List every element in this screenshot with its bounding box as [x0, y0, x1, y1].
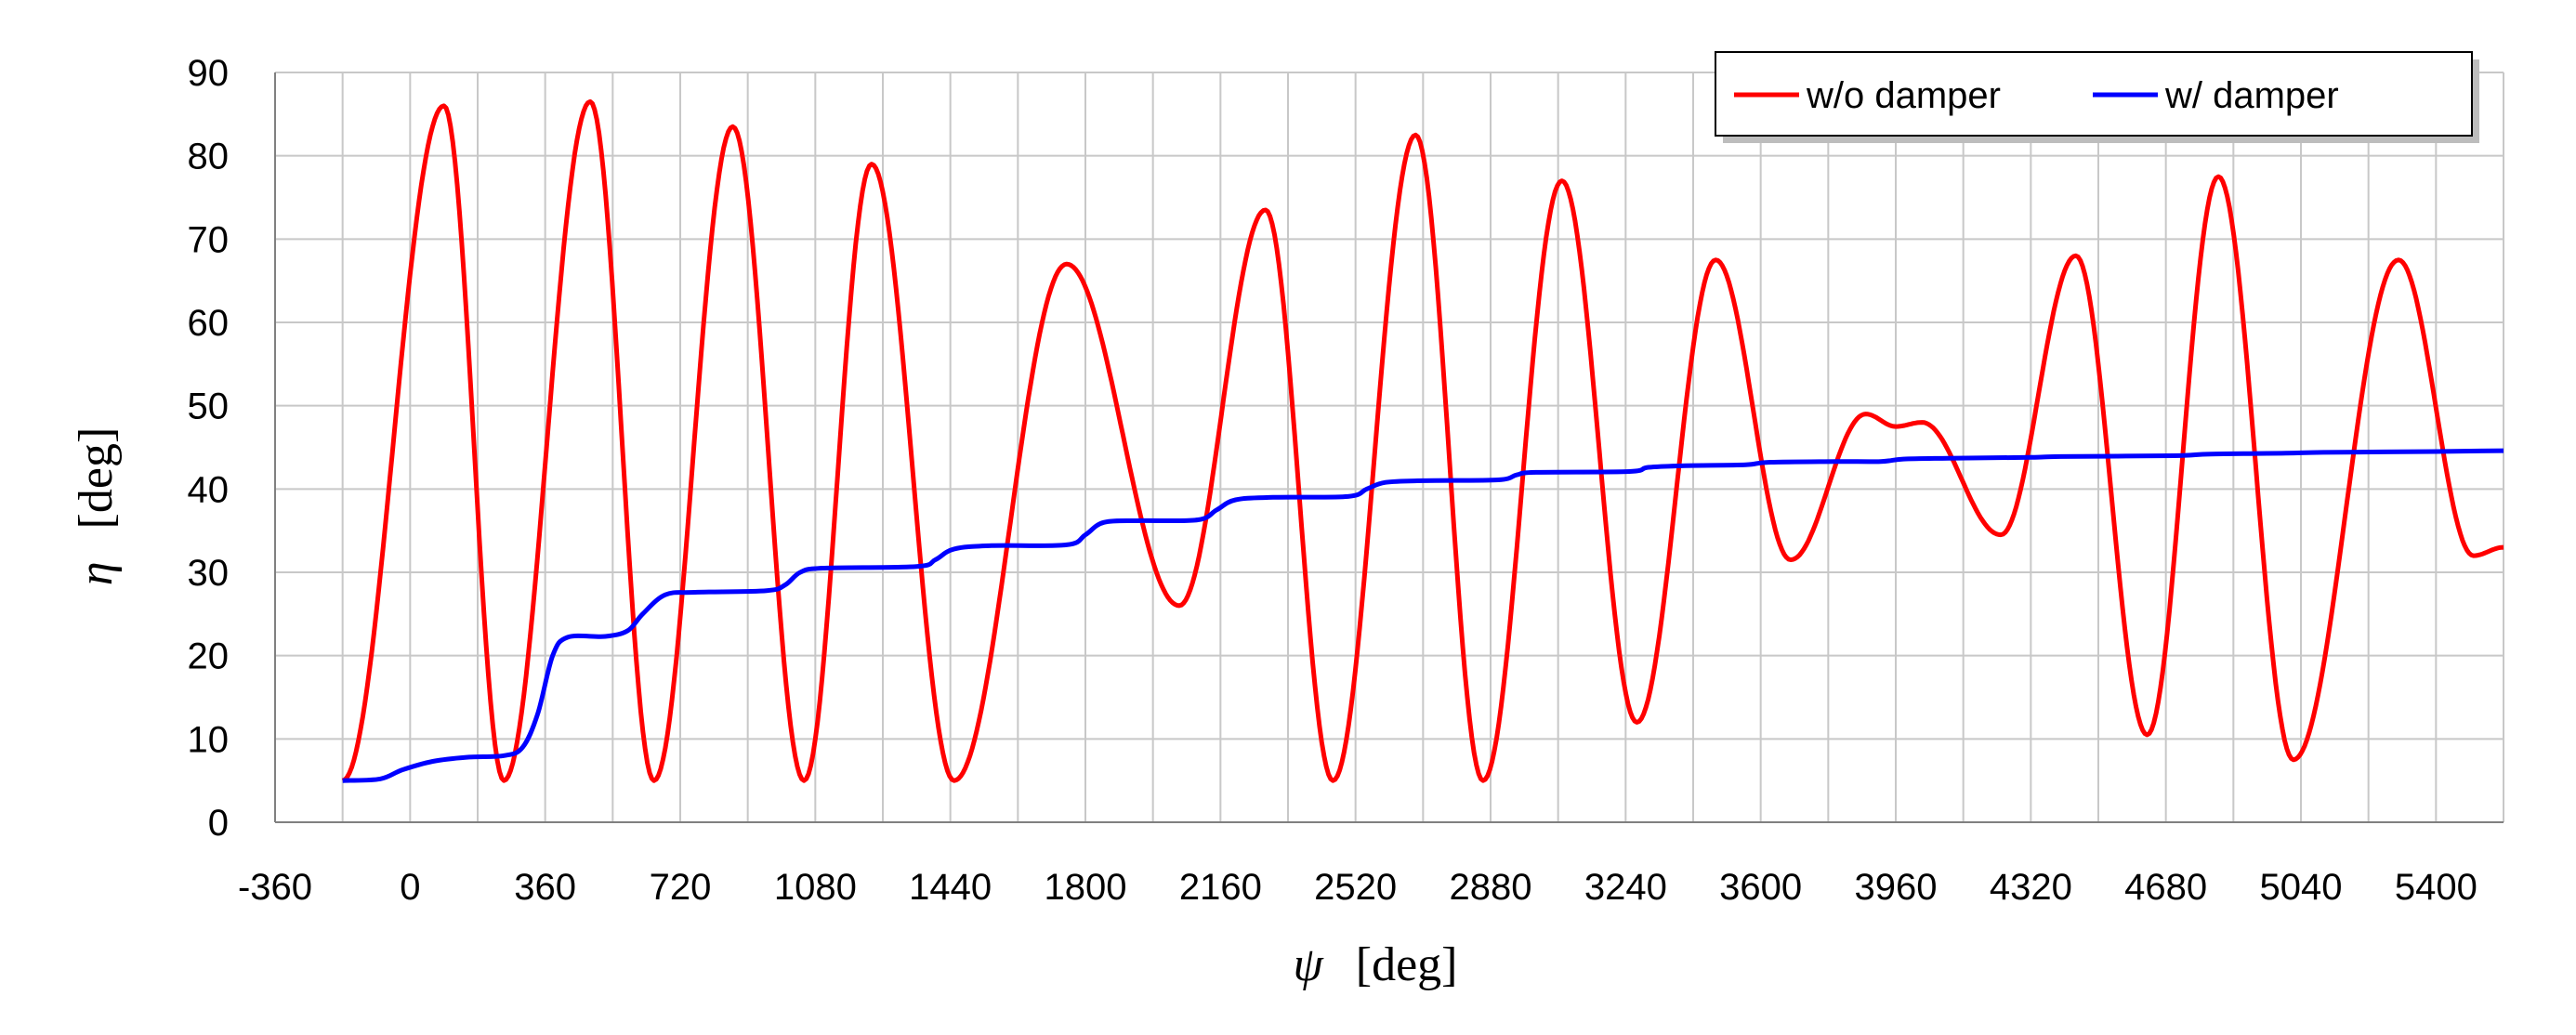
- x-tick-label: 360: [514, 867, 576, 908]
- y-tick-label: 70: [188, 219, 230, 260]
- x-tick-label: 3960: [1855, 867, 1938, 908]
- y-axis-symbol: η: [70, 561, 123, 585]
- y-tick-label: 90: [188, 53, 230, 94]
- y-tick-label: 50: [188, 386, 230, 427]
- series-layer: [341, 98, 2504, 783]
- x-tick-label: 2160: [1179, 867, 1262, 908]
- y-tick-label: 10: [188, 719, 230, 760]
- y-tick-label: 20: [188, 636, 230, 677]
- x-tick-label: -360: [238, 867, 312, 908]
- y-tick-labels: 0 10 20 30 40 50 60 70 80 90: [188, 53, 230, 844]
- x-tick-label: 720: [650, 867, 712, 908]
- legend: w/o damper w/ damper: [1715, 51, 2479, 143]
- x-tick-label: 3600: [1719, 867, 1802, 908]
- x-tick-label: 5400: [2395, 867, 2477, 908]
- x-axis-symbol: ψ: [1293, 938, 1324, 991]
- x-tick-label: 1440: [909, 867, 992, 908]
- x-tick-label: 2880: [1450, 867, 1532, 908]
- series-line-w-o-damper: [341, 98, 2504, 783]
- x-tick-label: 1800: [1045, 867, 1127, 908]
- x-tick-label: 4680: [2124, 867, 2207, 908]
- y-axis-label: η [deg]: [70, 427, 123, 586]
- legend-label-w-o-damper: w/o damper: [1806, 75, 2001, 116]
- x-tick-label: 0: [400, 867, 420, 908]
- axes: [274, 72, 2504, 823]
- y-tick-label: 0: [208, 803, 229, 844]
- legend-label-w-damper: w/ damper: [2164, 75, 2339, 116]
- x-tick-label: 4320: [1990, 867, 2072, 908]
- x-tick-label: 1080: [774, 867, 857, 908]
- series-line-w-damper: [342, 448, 2504, 783]
- y-tick-label: 30: [188, 553, 230, 594]
- x-tick-label: 3240: [1584, 867, 1667, 908]
- y-axis-unit: [deg]: [70, 427, 123, 530]
- y-tick-label: 80: [188, 137, 230, 177]
- y-tick-label: 60: [188, 303, 230, 344]
- x-tick-label: 5040: [2260, 867, 2343, 908]
- y-tick-label: 40: [188, 469, 230, 510]
- x-axis-label: ψ [deg]: [1293, 938, 1457, 991]
- x-tick-label: 2520: [1314, 867, 1397, 908]
- x-axis-unit: [deg]: [1356, 938, 1458, 991]
- x-tick-labels: -360 0 360 720 1080 1440 1800 2160 2520 2880 3240 3…: [238, 867, 2477, 908]
